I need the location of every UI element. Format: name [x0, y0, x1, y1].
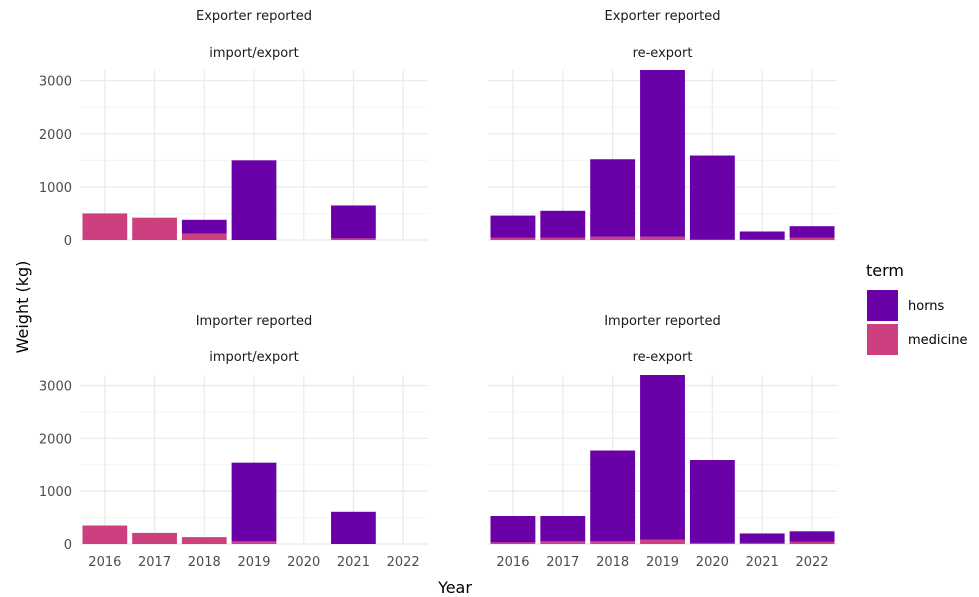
bar-medicine-2018 — [590, 541, 636, 544]
bar-horns-2018 — [590, 450, 636, 542]
bar-medicine-2016 — [490, 542, 536, 544]
bar-horns-2019 — [640, 70, 685, 237]
x-tick-label: 2022 — [796, 555, 829, 570]
bar-medicine-2022 — [789, 541, 835, 544]
legend-label-horns: horns — [908, 299, 945, 314]
bar-horns-2022 — [789, 226, 835, 238]
bar-medicine-2017 — [540, 541, 586, 544]
legend-key-horns — [867, 290, 898, 321]
bar-horns-2021 — [331, 511, 376, 544]
x-tick-label: 2019 — [646, 555, 679, 570]
bar-horns-2018 — [590, 159, 636, 237]
facet-strip-label: Exporter reported — [605, 9, 721, 24]
bar-horns-2021 — [331, 205, 376, 239]
facet-strip-label: re-export — [633, 46, 693, 61]
y-tick-label: 0 — [64, 234, 72, 249]
bar-medicine-2016 — [490, 237, 536, 240]
bar-medicine-2022 — [789, 237, 835, 240]
facet-strip-label: re-export — [633, 350, 693, 365]
bar-medicine-2021 — [739, 542, 785, 544]
bar-horns-2016 — [490, 516, 536, 543]
x-tick-label: 2021 — [337, 555, 370, 570]
bar-horns-2020 — [689, 155, 735, 240]
x-tick-label: 2017 — [546, 555, 579, 570]
bar-horns-2018 — [181, 219, 227, 234]
bar-horns-2021 — [739, 533, 785, 543]
x-tick-label: 2018 — [596, 555, 629, 570]
x-tick-label: 2016 — [88, 555, 121, 570]
x-tick-label: 2022 — [387, 555, 420, 570]
x-tick-label: 2018 — [188, 555, 221, 570]
bar-horns-2021 — [739, 231, 785, 240]
bar-medicine-2019 — [231, 541, 277, 544]
bar-horns-2017 — [540, 516, 586, 542]
y-tick-label: 3000 — [39, 75, 72, 90]
bar-medicine-2016 — [82, 213, 128, 240]
legend-label-medicine: medicine — [908, 333, 968, 348]
facet-strip-label: import/export — [209, 350, 298, 365]
bar-medicine-2017 — [132, 217, 177, 240]
facet-strip-label: import/export — [209, 46, 298, 61]
y-axis-title: Weight (kg) — [13, 261, 32, 354]
bar-horns-2020 — [689, 460, 735, 543]
bar-horns-2019 — [231, 160, 277, 240]
bar-horns-2019 — [231, 462, 277, 542]
legend-title: term — [866, 261, 904, 280]
facet-strip-label: Exporter reported — [196, 9, 312, 24]
y-tick-label: 1000 — [39, 181, 72, 196]
bar-medicine-2016 — [82, 525, 128, 544]
bar-medicine-2020 — [689, 239, 735, 240]
bar-medicine-2018 — [181, 233, 227, 240]
bar-horns-2017 — [540, 210, 586, 238]
y-tick-label: 3000 — [39, 380, 72, 395]
x-tick-label: 2017 — [138, 555, 171, 570]
bar-medicine-2019 — [640, 539, 685, 544]
bar-horns-2019 — [640, 375, 685, 540]
bar-medicine-2017 — [540, 237, 586, 240]
bar-horns-2016 — [490, 215, 536, 238]
bar-medicine-2020 — [689, 542, 735, 544]
x-tick-label: 2020 — [696, 555, 729, 570]
y-tick-label: 1000 — [39, 485, 72, 500]
bar-medicine-2018 — [181, 537, 227, 544]
y-tick-label: 0 — [64, 538, 72, 553]
facet-strip-label: Importer reported — [196, 314, 313, 329]
y-tick-label: 2000 — [39, 432, 72, 447]
bar-medicine-2019 — [640, 236, 685, 240]
bar-medicine-2021 — [331, 238, 376, 240]
bar-medicine-2021 — [739, 239, 785, 240]
x-axis-title: Year — [437, 578, 472, 597]
x-tick-label: 2020 — [287, 555, 320, 570]
facet-strip-label: Importer reported — [604, 314, 721, 329]
x-tick-label: 2021 — [746, 555, 779, 570]
bar-medicine-2018 — [590, 236, 636, 240]
bar-horns-2022 — [789, 531, 835, 542]
x-tick-label: 2016 — [496, 555, 529, 570]
y-tick-label: 2000 — [39, 128, 72, 143]
bar-medicine-2017 — [132, 532, 177, 544]
x-tick-label: 2019 — [237, 555, 270, 570]
legend-key-medicine — [867, 324, 898, 355]
